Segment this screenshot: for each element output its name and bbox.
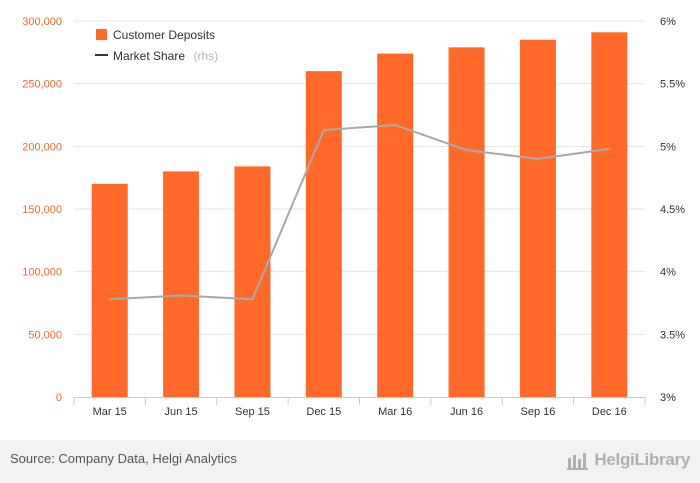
legend-label-market-share: Market Share (113, 49, 185, 63)
point-market-share (323, 129, 325, 131)
x-tick-label: Mar 15 (93, 406, 127, 418)
y-right-tick-label: 6% (660, 16, 676, 28)
point-market-share (394, 124, 396, 126)
y-left-tick-label: 0 (56, 392, 62, 404)
point-market-share (608, 148, 611, 150)
legend-entry-market-share: Market Share (rhs) (113, 47, 218, 64)
x-tick-label: Jun 15 (165, 406, 198, 418)
point-market-share (108, 298, 111, 301)
legend-swatch-deposits (96, 29, 107, 40)
bar-customer-deposits (591, 32, 628, 397)
y-left-tick-label: 250,000 (22, 79, 62, 91)
bar-customer-deposits (91, 183, 128, 397)
y-left-tick-label: 100,000 (22, 267, 62, 279)
legend: Customer Deposits Market Share (rhs) (95, 28, 218, 64)
bar-customer-deposits (234, 166, 271, 397)
legend-label-deposits: Customer Deposits (113, 28, 215, 42)
x-tick-label: Jun 16 (450, 406, 483, 418)
library-icon (567, 453, 589, 470)
y-left-tick-label: 200,000 (22, 141, 62, 153)
y-right-tick-label: 4.5% (660, 204, 685, 216)
y-right-tick-label: 5.5% (660, 79, 685, 91)
point-market-share (180, 294, 182, 297)
y-right-tick-label: 3% (660, 392, 676, 404)
x-tick-label: Dec 15 (306, 406, 341, 418)
x-tick-label: Mar 16 (378, 406, 412, 418)
footer: Source: Company Data, Helgi Analytics He… (0, 440, 700, 483)
bar-customer-deposits (305, 71, 342, 397)
point-market-share (537, 158, 539, 160)
line-series (108, 124, 611, 301)
point-market-share (465, 149, 468, 151)
bar-customer-deposits (377, 53, 414, 397)
grid-lines (74, 20, 645, 335)
line-market-share (109, 124, 610, 301)
y-right-tick-label: 5% (660, 141, 676, 153)
y-left-tick-label: 50,000 (28, 329, 62, 341)
bar-customer-deposits (448, 47, 485, 397)
y-right-tick-label: 3.5% (660, 329, 685, 341)
x-tick-label: Dec 16 (592, 406, 627, 418)
bar-customer-deposits (163, 171, 200, 397)
axes: 0 50,000 100,000 150,000 200,000 250,000 300,0… (22, 16, 685, 418)
brand-name: HelgiLibrary (594, 450, 690, 469)
chart: 0 50,000 100,000 150,000 200,000 250,000 300,0… (22, 16, 685, 418)
source-note: Source: Company Data, Helgi Analytics (10, 451, 237, 466)
y-left-tick-label: 150,000 (22, 204, 62, 216)
bar-customer-deposits (519, 39, 556, 398)
bar-series (91, 32, 628, 398)
y-left-tick-label: 300,000 (22, 16, 62, 28)
brand-logo: HelgiLibrary (566, 448, 690, 472)
legend-suffix-rhs: (rhs) (193, 49, 218, 63)
y-right-tick-label: 4% (660, 267, 676, 279)
x-tick-label: Sep 15 (235, 406, 270, 418)
point-market-share (251, 298, 254, 301)
x-tick-label: Sep 16 (521, 406, 556, 418)
